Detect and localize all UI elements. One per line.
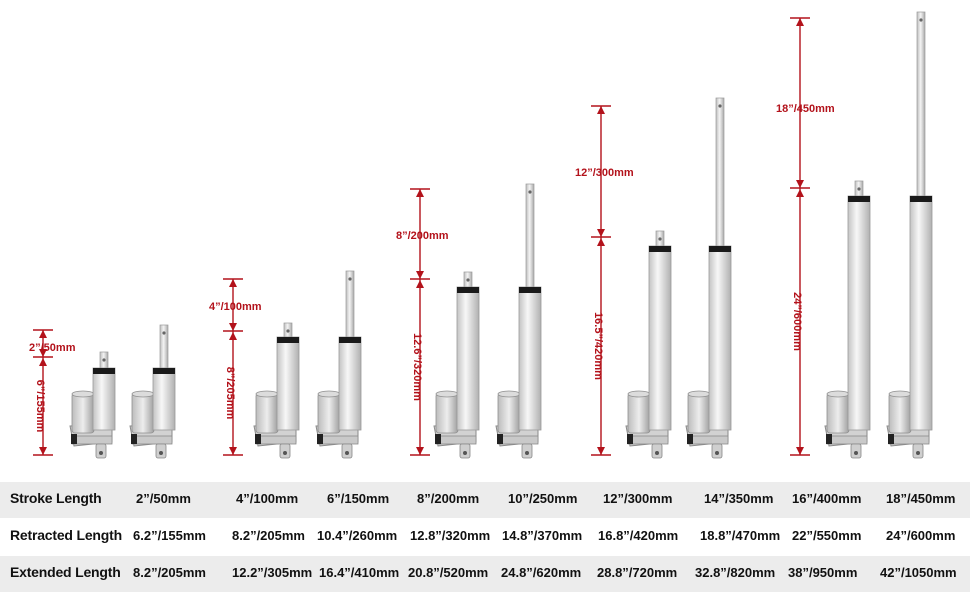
extended-cell: 38”/950mm <box>788 565 858 580</box>
actuator-extended <box>886 11 933 459</box>
retracted-cell: 22”/550mm <box>792 528 862 543</box>
actuator-retracted <box>824 180 871 459</box>
actuator-extended <box>129 324 176 459</box>
retracted-dimension-label: 6”/155mm <box>34 380 46 433</box>
stroke-cell: 4”/100mm <box>236 491 299 506</box>
actuator-retracted <box>625 230 672 459</box>
stroke-cell: 6”/150mm <box>327 491 390 506</box>
retracted-cell: 12.8”/320mm <box>410 528 491 543</box>
stroke-length-label: Stroke Length <box>10 490 102 506</box>
extended-cell: 32.8”/820mm <box>695 565 776 580</box>
actuator-extended <box>685 97 732 459</box>
retracted-length-label: Retracted Length <box>10 527 122 543</box>
retracted-cell: 8.2”/205mm <box>232 528 305 543</box>
retracted-cell: 6.2”/155mm <box>133 528 206 543</box>
actuator-retracted <box>253 322 300 459</box>
actuator-retracted <box>69 351 116 459</box>
extended-cell: 8.2”/205mm <box>133 565 206 580</box>
stroke-cell: 18”/450mm <box>886 491 956 506</box>
stroke-cell: 16”/400mm <box>792 491 862 506</box>
retracted-cell: 18.8”/470mm <box>700 528 781 543</box>
spec-table: Stroke Length 2”/50mm 4”/100mm 6”/150mm … <box>0 482 970 600</box>
stroke-dimension-label: 8”/200mm <box>396 230 449 242</box>
extended-cell: 42”/1050mm <box>880 565 957 580</box>
retracted-dimension-label: 8”/205mm <box>224 367 236 420</box>
retracted-dimension-label: 12.6”/320mm <box>411 333 423 401</box>
extended-cell: 16.4”/410mm <box>319 565 400 580</box>
stroke-cell: 8”/200mm <box>417 491 480 506</box>
actuator-extended <box>315 270 362 459</box>
stroke-cell: 2”/50mm <box>136 491 191 506</box>
actuator-illustration: 2”/50mm 6”/155mm 4”/100mm 8”/205mm 8”/200mm 1… <box>29 11 933 459</box>
stroke-cell: 12”/300mm <box>603 491 673 506</box>
retracted-cell: 14.8”/370mm <box>502 528 583 543</box>
extended-cell: 20.8”/520mm <box>408 565 489 580</box>
stroke-dimension-label: 2”/50mm <box>29 342 76 354</box>
stroke-dimension-label: 12”/300mm <box>575 167 634 179</box>
extended-cell: 24.8”/620mm <box>501 565 582 580</box>
retracted-cell: 16.8”/420mm <box>598 528 679 543</box>
extended-length-row: Extended Length 8.2”/205mm 12.2”/305mm 1… <box>0 556 970 592</box>
stroke-dimension-label: 4”/100mm <box>209 301 262 313</box>
stroke-cell: 14”/350mm <box>704 491 774 506</box>
extended-length-label: Extended Length <box>10 564 121 580</box>
actuator-extended <box>495 183 542 459</box>
extended-cell: 12.2”/305mm <box>232 565 313 580</box>
extended-cell: 28.8”/720mm <box>597 565 678 580</box>
retracted-dimension-label: 24”/600mm <box>791 292 803 351</box>
retracted-length-row: Retracted Length 6.2”/155mm 8.2”/205mm 1… <box>0 519 970 555</box>
retracted-cell: 10.4”/260mm <box>317 528 398 543</box>
stroke-length-row: Stroke Length 2”/50mm 4”/100mm 6”/150mm … <box>0 482 970 518</box>
retracted-cell: 24”/600mm <box>886 528 956 543</box>
stroke-cell: 10”/250mm <box>508 491 578 506</box>
stroke-dimension-label: 18”/450mm <box>776 103 835 115</box>
retracted-dimension-label: 16.5”/420mm <box>592 312 604 380</box>
actuator-retracted <box>433 271 480 459</box>
